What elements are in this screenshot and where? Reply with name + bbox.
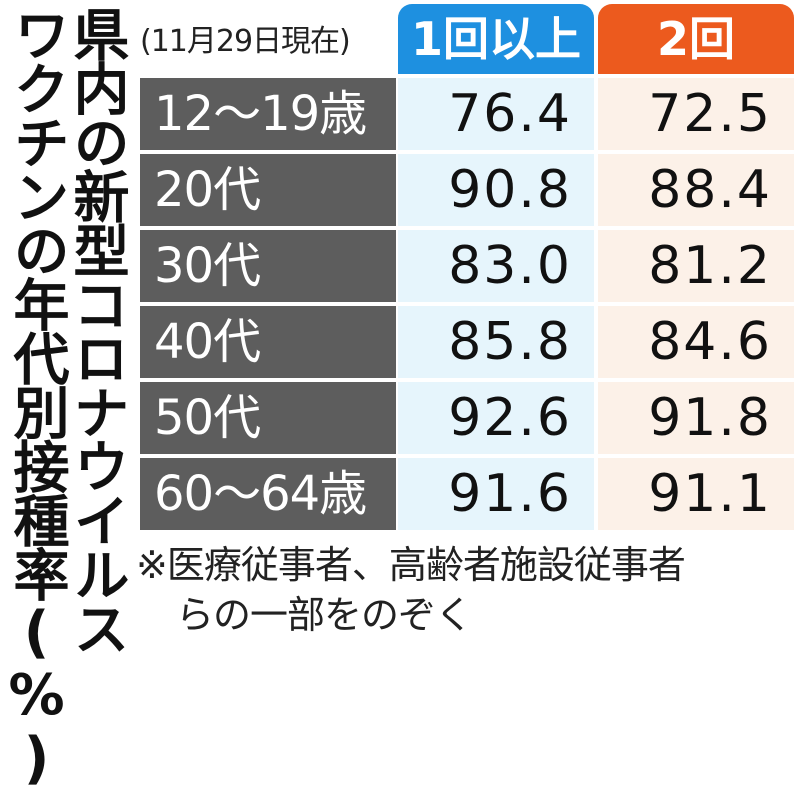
chart-title-line-1: 県内の新型コロナウイルス <box>64 6 129 654</box>
second-dose-value: 81.2 <box>598 230 794 302</box>
row-label: 12～19歳 <box>140 78 396 150</box>
first-dose-value: 83.0 <box>398 230 594 302</box>
second-dose-value: 91.8 <box>598 382 794 454</box>
chart-title-line-2: ワクチンの年代別接種率(%) <box>4 6 69 789</box>
first-dose-value: 91.6 <box>398 458 594 530</box>
second-dose-value: 88.4 <box>598 154 794 226</box>
first-dose-value: 85.8 <box>398 306 594 378</box>
chart-title: 県内の新型コロナウイルス ワクチンの年代別接種率(%) <box>4 6 129 789</box>
table-row: 40代 85.8 84.6 <box>140 306 794 378</box>
first-dose-value: 92.6 <box>398 382 594 454</box>
first-dose-value: 76.4 <box>398 78 594 150</box>
row-label: 50代 <box>140 382 396 454</box>
row-label: 40代 <box>140 306 396 378</box>
second-dose-value: 91.1 <box>598 458 794 530</box>
row-label: 60～64歳 <box>140 458 396 530</box>
column-header-second-dose: 2回 <box>598 4 794 74</box>
second-dose-value: 84.6 <box>598 306 794 378</box>
vaccination-rate-table: 12～19歳 76.4 72.5 20代 90.8 88.4 30代 83.0 … <box>140 78 794 530</box>
table-row: 50代 92.6 91.8 <box>140 382 794 454</box>
footnote: ※医療従事者、高齢者施設従事者 らの一部をのぞく <box>136 540 796 640</box>
first-dose-value: 90.8 <box>398 154 594 226</box>
table-row: 30代 83.0 81.2 <box>140 230 794 302</box>
column-header-first-dose: 1回以上 <box>398 4 594 74</box>
footnote-line-2: らの一部をのぞく <box>176 593 473 637</box>
table-row: 12～19歳 76.4 72.5 <box>140 78 794 150</box>
table-row: 20代 90.8 88.4 <box>140 154 794 226</box>
row-label: 20代 <box>140 154 396 226</box>
as-of-date: (11月29日現在) <box>140 24 351 59</box>
table-row: 60～64歳 91.6 91.1 <box>140 458 794 530</box>
row-label: 30代 <box>140 230 396 302</box>
second-dose-value: 72.5 <box>598 78 794 150</box>
footnote-line-1: ※医療従事者、高齢者施設従事者 <box>136 543 686 587</box>
